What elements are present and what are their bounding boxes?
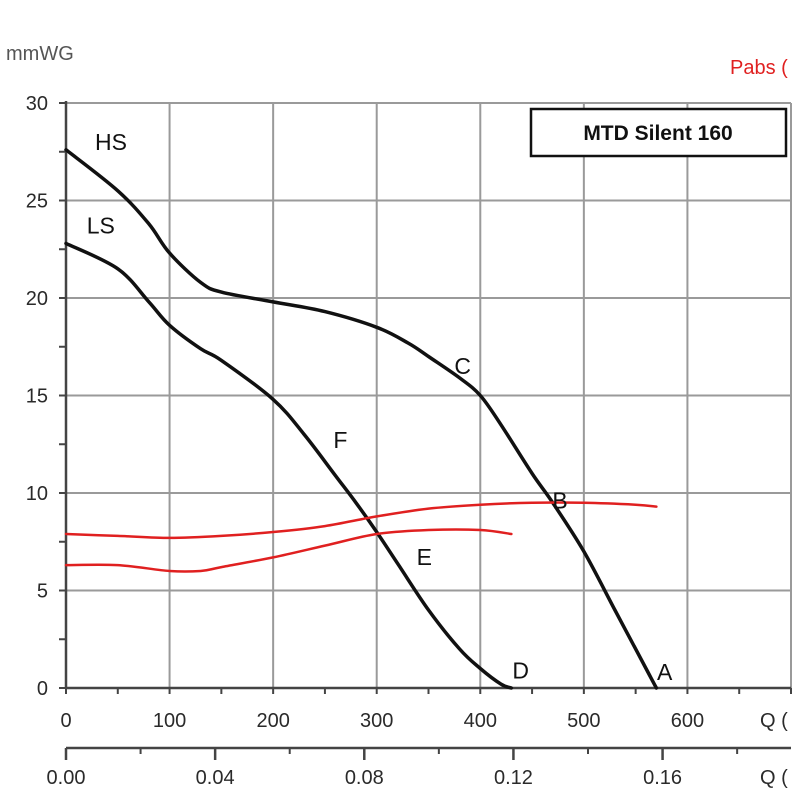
x-secondary-tick-label: 0.04	[196, 767, 235, 789]
point-labels: A B C D E F HS LS	[87, 129, 673, 685]
power-curve-3	[64, 528, 513, 573]
y-tick-label: 25	[26, 191, 48, 213]
x-secondary-tick-label: 0.00	[47, 767, 86, 789]
y-tick-label: 5	[37, 581, 48, 603]
series-ls-curve	[64, 241, 514, 690]
x-tick-label: 200	[256, 710, 289, 732]
point-label-e: E	[417, 544, 432, 570]
x-secondary-axis-label: Q (	[760, 767, 788, 789]
point-label-a: A	[657, 659, 673, 685]
y-tick-label: 15	[26, 386, 48, 408]
point-label-c: C	[454, 353, 471, 379]
series-hs-curve	[64, 148, 659, 690]
x-tick-label: 0	[60, 710, 71, 732]
x-tick-label: 600	[671, 710, 704, 732]
y-axis-label: mmWG	[6, 43, 74, 65]
x-tick-label: 500	[567, 710, 600, 732]
curve-label-ls: LS	[87, 213, 115, 239]
curve-label-hs: HS	[95, 129, 127, 155]
point-label-d: D	[512, 657, 529, 683]
y-tick-label: 30	[26, 93, 48, 115]
x-tick-label: 100	[153, 710, 186, 732]
x-secondary-tick-label: 0.16	[643, 767, 682, 789]
point-label-f: F	[333, 427, 347, 453]
power-curve-2	[64, 501, 658, 540]
chart-title: MTD Silent 160	[583, 122, 732, 145]
x-secondary-tick-label: 0.08	[345, 767, 384, 789]
x-tick-label: 300	[360, 710, 393, 732]
chart-title-box: MTD Silent 160	[529, 107, 788, 158]
right-axis-label: Pabs (	[730, 57, 788, 79]
y-tick-label: 10	[26, 483, 48, 505]
y-tick-label: 20	[26, 288, 48, 310]
y-tick-label: 0	[37, 678, 48, 700]
point-label-b: B	[552, 488, 567, 514]
x-tick-label: 400	[464, 710, 497, 732]
x-axis-label: Q (	[760, 710, 788, 732]
series-layer	[64, 148, 659, 690]
x-secondary-tick-label: 0.12	[494, 767, 533, 789]
